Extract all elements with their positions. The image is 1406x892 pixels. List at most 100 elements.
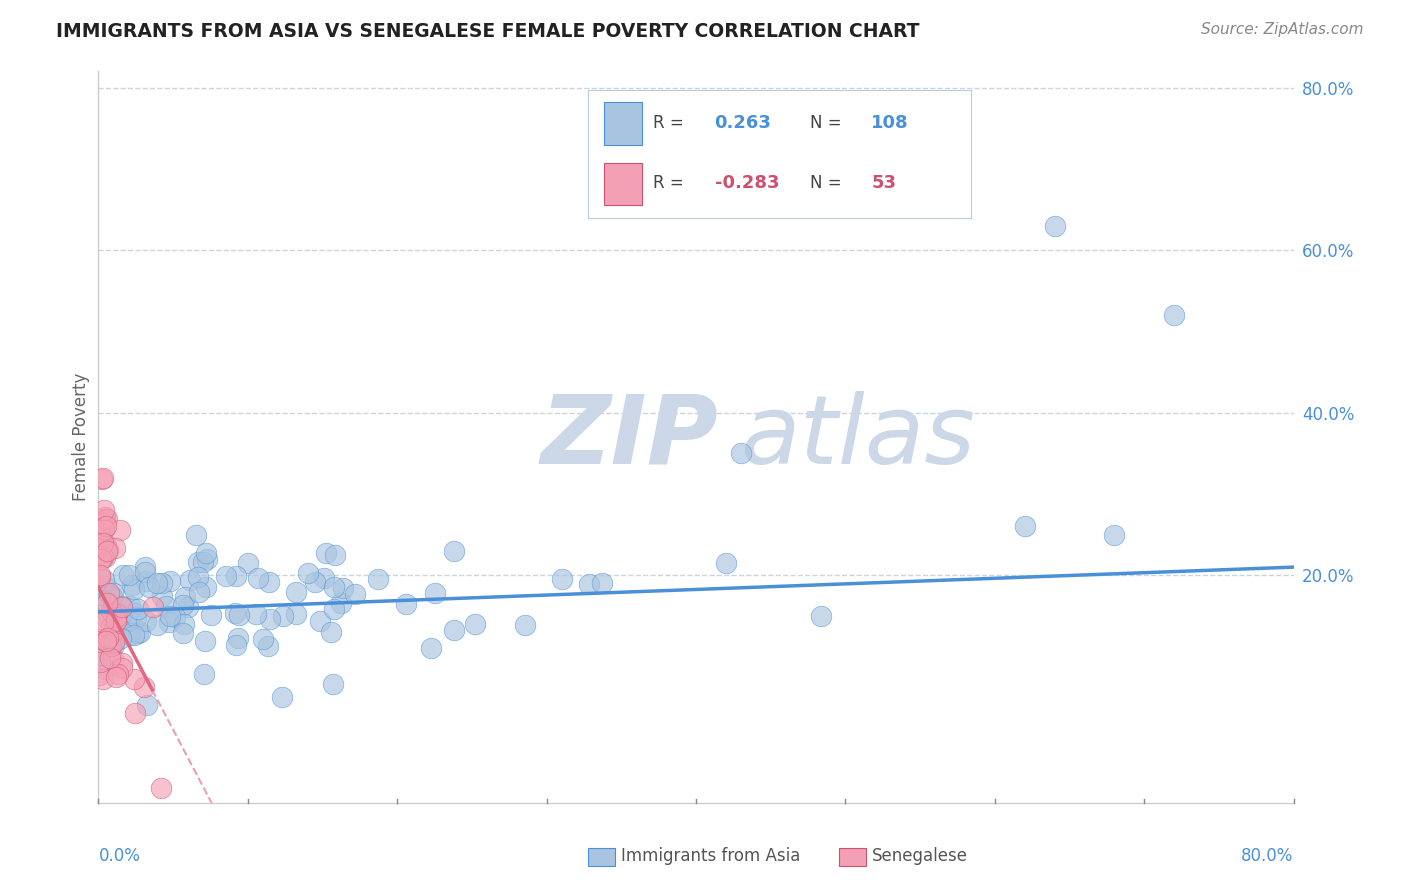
Point bbox=[323, 602, 346, 616]
Point bbox=[101, 590, 124, 604]
Point bbox=[94, 633, 117, 648]
Point bbox=[120, 599, 142, 613]
Point bbox=[110, 599, 132, 614]
Point bbox=[443, 543, 465, 558]
Point bbox=[329, 596, 352, 610]
Point bbox=[90, 516, 112, 531]
Point bbox=[105, 607, 128, 621]
Point bbox=[810, 609, 832, 624]
Point bbox=[91, 635, 114, 649]
Point bbox=[464, 616, 486, 631]
Text: IMMIGRANTS FROM ASIA VS SENEGALESE FEMALE POVERTY CORRELATION CHART: IMMIGRANTS FROM ASIA VS SENEGALESE FEMAL… bbox=[56, 22, 920, 41]
Point bbox=[177, 600, 200, 615]
Point bbox=[108, 607, 131, 622]
Point bbox=[194, 634, 217, 648]
Point bbox=[111, 656, 134, 670]
Point bbox=[94, 634, 117, 648]
Point bbox=[128, 624, 150, 639]
Point bbox=[551, 572, 574, 586]
Point bbox=[259, 612, 281, 626]
Point bbox=[98, 621, 121, 635]
Point bbox=[284, 607, 307, 621]
Point bbox=[225, 638, 247, 652]
Point bbox=[309, 614, 332, 628]
Point bbox=[96, 597, 118, 611]
Point bbox=[89, 632, 111, 646]
Text: Source: ZipAtlas.com: Source: ZipAtlas.com bbox=[1201, 22, 1364, 37]
Text: Senegalese: Senegalese bbox=[872, 847, 967, 865]
Point bbox=[134, 559, 156, 574]
Point bbox=[124, 706, 146, 720]
Point bbox=[89, 534, 111, 549]
Point bbox=[257, 575, 280, 590]
Point bbox=[172, 598, 194, 612]
Point bbox=[94, 549, 117, 564]
Point bbox=[89, 569, 111, 583]
Point bbox=[97, 631, 120, 645]
Point bbox=[591, 575, 613, 590]
Point bbox=[1104, 527, 1126, 541]
Point bbox=[94, 539, 117, 553]
Point bbox=[150, 780, 173, 795]
Point bbox=[200, 607, 222, 622]
Point bbox=[271, 690, 294, 705]
Point bbox=[94, 579, 117, 593]
Point bbox=[245, 607, 267, 621]
Point bbox=[112, 568, 135, 582]
Point bbox=[96, 611, 118, 625]
Point bbox=[93, 509, 115, 524]
Point bbox=[110, 631, 132, 645]
Point bbox=[121, 577, 143, 591]
Point bbox=[315, 545, 337, 559]
Point bbox=[127, 602, 149, 616]
Text: 0.0%: 0.0% bbox=[98, 847, 141, 864]
Point bbox=[100, 604, 122, 618]
Point bbox=[271, 609, 294, 624]
Point bbox=[157, 615, 180, 629]
Point bbox=[120, 628, 142, 642]
Text: Immigrants from Asia: Immigrants from Asia bbox=[620, 847, 800, 865]
Point bbox=[103, 638, 125, 652]
Point bbox=[124, 607, 146, 621]
Point bbox=[297, 566, 319, 581]
Point bbox=[118, 613, 141, 627]
Point bbox=[224, 607, 246, 621]
Point bbox=[513, 617, 536, 632]
Point bbox=[89, 656, 111, 670]
Point bbox=[252, 632, 274, 646]
Point bbox=[91, 537, 114, 551]
Point bbox=[730, 446, 752, 460]
Point bbox=[93, 503, 115, 517]
Point bbox=[215, 568, 238, 582]
Point bbox=[172, 626, 194, 640]
Point bbox=[124, 582, 146, 597]
Point bbox=[173, 616, 195, 631]
Point bbox=[104, 610, 127, 624]
Point bbox=[94, 519, 117, 533]
Point bbox=[101, 651, 124, 665]
Point bbox=[1014, 519, 1036, 533]
Point bbox=[100, 639, 122, 653]
Point bbox=[132, 680, 155, 694]
Point bbox=[194, 546, 217, 560]
Point bbox=[91, 672, 114, 686]
Point bbox=[246, 571, 269, 585]
Point bbox=[163, 610, 186, 624]
Point bbox=[124, 672, 146, 686]
Point bbox=[1163, 308, 1185, 322]
Point bbox=[304, 574, 326, 589]
Point bbox=[104, 614, 127, 628]
Point bbox=[343, 587, 366, 601]
Point bbox=[195, 580, 218, 594]
Point bbox=[101, 589, 124, 603]
Point bbox=[125, 610, 148, 624]
Point bbox=[332, 581, 354, 595]
Point bbox=[89, 668, 111, 682]
Point bbox=[578, 577, 600, 591]
Point bbox=[93, 573, 115, 587]
Point bbox=[93, 522, 115, 536]
Point bbox=[91, 615, 114, 629]
Point bbox=[367, 573, 389, 587]
Point bbox=[91, 471, 114, 485]
Point bbox=[93, 512, 115, 526]
